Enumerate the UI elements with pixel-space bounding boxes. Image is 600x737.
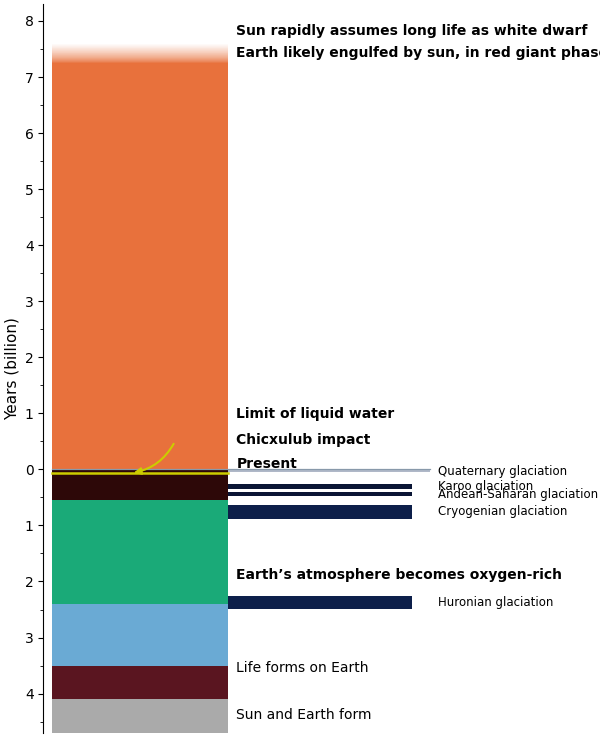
Y-axis label: Years (billion): Years (billion): [4, 317, 19, 420]
Text: Cryogenian glaciation: Cryogenian glaciation: [439, 506, 568, 519]
Text: Karoo glaciation: Karoo glaciation: [439, 480, 533, 493]
Text: Huronian glaciation: Huronian glaciation: [439, 596, 554, 609]
Bar: [52, 469, 227, 500]
Bar: [52, 604, 227, 666]
Text: Limit of liquid water: Limit of liquid water: [236, 408, 395, 422]
Text: Present: Present: [236, 457, 298, 471]
Text: Earth’s atmosphere becomes oxygen-rich: Earth’s atmosphere becomes oxygen-rich: [236, 567, 562, 581]
Text: Quaternary glaciation: Quaternary glaciation: [439, 464, 568, 478]
Bar: [52, 500, 227, 604]
Bar: [52, 666, 227, 699]
Bar: [227, 483, 412, 489]
Bar: [52, 699, 227, 733]
Text: Sun rapidly assumes long life as white dwarf: Sun rapidly assumes long life as white d…: [236, 24, 588, 38]
Text: Andean-Saharan glaciation: Andean-Saharan glaciation: [439, 488, 598, 500]
Text: Life forms on Earth: Life forms on Earth: [236, 661, 369, 675]
Text: Earth likely engulfed by sun, in red giant phase: Earth likely engulfed by sun, in red gia…: [236, 46, 600, 60]
Bar: [227, 505, 412, 520]
Bar: [227, 492, 412, 496]
Bar: [227, 469, 430, 472]
Text: Chicxulub impact: Chicxulub impact: [236, 433, 371, 447]
Bar: [227, 596, 412, 609]
Polygon shape: [52, 407, 227, 500]
Bar: [52, 44, 227, 469]
Text: Sun and Earth form: Sun and Earth form: [236, 708, 372, 722]
